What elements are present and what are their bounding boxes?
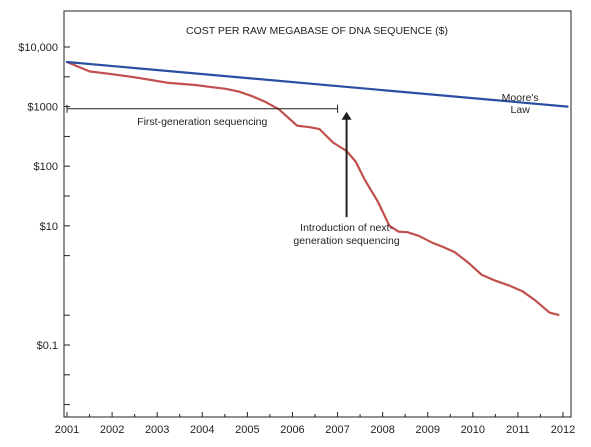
series-line-moore xyxy=(65,60,569,108)
y-tick-label-1: $1000 xyxy=(27,102,58,114)
x-tick-label-1: 2002 xyxy=(100,424,124,436)
x-tick-label-9: 2010 xyxy=(461,424,485,436)
x-tick-label-10: 2011 xyxy=(506,424,530,436)
x-tick-label-5: 2006 xyxy=(280,424,304,436)
x-tick-label-6: 2007 xyxy=(325,424,349,436)
next-generation-arrow-head xyxy=(341,111,352,120)
x-tick-label-4: 2005 xyxy=(235,424,259,436)
x-tick-label-7: 2008 xyxy=(370,424,394,436)
x-tick-label-3: 2004 xyxy=(190,424,214,436)
y-tick-label-0: $10,000 xyxy=(18,42,58,54)
series-line-cost xyxy=(65,60,560,316)
x-tick-label-2: 2003 xyxy=(145,424,169,436)
next-generation-label-line-1: generation sequencing xyxy=(293,235,399,247)
moore-label-line-1: Law xyxy=(511,104,531,116)
chart-title: COST PER RAW MEGABASE OF DNA SEQUENCE ($… xyxy=(186,25,448,37)
y-tick-label-2: $100 xyxy=(34,161,58,173)
annotation-layer: First-generation sequencing Introduction … xyxy=(66,92,539,247)
next-generation-label-line-0: Introduction of next- xyxy=(300,222,393,234)
y-tick-label-4: $0.1 xyxy=(37,340,58,352)
first-generation-label: First-generation sequencing xyxy=(137,116,267,128)
series-layer xyxy=(65,60,569,316)
axis-layer: $10,000 $1000 $100 $10 $0.1 2001 2002 2003 2004 2… xyxy=(18,42,575,436)
y-tick-label-3: $10 xyxy=(40,221,58,233)
x-tick-label-8: 2009 xyxy=(415,424,439,436)
chart-frame xyxy=(63,10,572,418)
x-tick-label-0: 2001 xyxy=(55,424,79,436)
x-tick-label-11: 2012 xyxy=(551,424,575,436)
moore-label-line-0: Moore's xyxy=(502,92,539,104)
